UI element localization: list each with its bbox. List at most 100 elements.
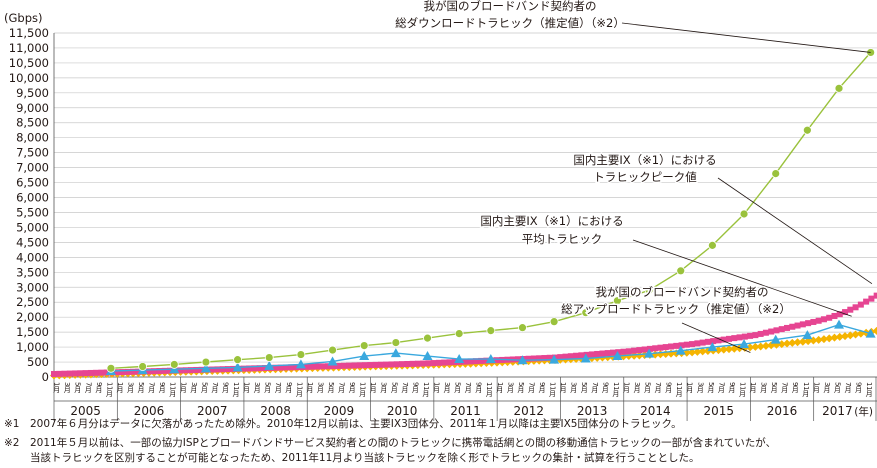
month-tick-label: 9月 [348,382,356,394]
month-tick-label: 7月 [844,382,852,394]
average-point [770,334,781,344]
upload-point [814,335,823,344]
month-tick-label: 7月 [781,382,789,394]
month-tick-label: 9月 [601,382,609,394]
average-point [802,330,813,340]
annotation-4-line-1: 我が国のブロードバンド契約者の [595,285,768,299]
peak-point [657,344,664,351]
year-label: 2012 [514,404,545,418]
peak-point [467,358,474,365]
peak-point [720,336,727,343]
peak-point [156,368,163,375]
peak-point [557,354,564,361]
year-label: 2006 [134,404,165,418]
peak-point [636,347,643,354]
peak-point [246,365,253,372]
month-tick-label: 5月 [74,382,82,394]
month-tick-label: 11月 [359,382,367,398]
download-point [518,323,527,333]
download-point [739,209,749,219]
y-tick-label: 2,500 [16,295,49,309]
peak-point [356,362,363,369]
peak-point [815,317,822,324]
upload-point [819,335,828,344]
peak-point [330,363,337,370]
download-point [391,338,401,348]
year-label: 2011 [450,404,481,418]
upload-point [825,334,834,343]
upload-point [746,343,755,352]
month-tick-label: 7月 [211,382,219,394]
month-tick-label: 11月 [612,382,620,398]
year-label: 2015 [703,404,734,418]
month-tick-label: 11月 [295,382,303,398]
month-tick-label: 9月 [791,382,799,394]
y-tick-label: 7,000 [16,161,49,175]
month-tick-label: 7月 [274,382,282,394]
month-tick-label: 11月 [549,382,557,398]
download-point [834,83,844,93]
footnote-2-cont: 当該トラヒックを区別することが可能となったため、2011年11月より当該トラヒッ… [4,451,700,466]
peak-point [704,338,711,345]
peak-point [741,333,748,340]
month-tick-label: 3月 [253,382,261,394]
peak-point [240,365,247,372]
peak-point [752,332,759,339]
peak-point [573,352,580,359]
peak-point [789,323,796,330]
month-tick-label: 11月 [865,382,873,398]
peak-point [478,357,485,364]
upload-point [835,332,844,341]
peak-point [346,362,353,369]
peak-point [388,361,395,368]
peak-point [261,365,268,372]
peak-point [668,343,675,350]
annotation-leader-4 [681,322,751,353]
footnote-2-text-line1: 2011年５月以前は、一部の協力ISPとブロードバンドサービス契約者との間のトラ… [30,437,777,449]
peak-point [604,350,611,357]
month-tick-label: 1月 [179,382,187,394]
download-point [106,363,116,373]
y-tick-label: 6,500 [16,176,49,190]
month-tick-label: 3月 [696,382,704,394]
month-tick-label: 9月 [475,382,483,394]
y-tick-label: 4,500 [16,235,49,249]
traffic-chart: 05001,0001,5002,0002,5003,0003,5004,0004… [4,0,877,421]
peak-point [103,369,110,376]
peak-point [541,355,548,362]
peak-point [304,363,311,370]
annotation-3-line-2: 平均トラヒック [522,232,603,246]
month-tick-label: 11月 [675,382,683,398]
peak-point [689,341,696,348]
upload-point [788,338,797,347]
month-tick-label: 7月 [654,382,662,394]
peak-point [847,306,854,313]
month-tick-label: 1月 [559,382,567,394]
peak-point [784,324,791,331]
peak-point [425,360,432,367]
peak-point [873,292,877,299]
download-point [264,353,274,362]
year-label: 2016 [767,404,798,418]
download-point [169,360,179,369]
month-tick-label: 7月 [527,382,535,394]
month-tick-label: 3月 [633,382,641,394]
peak-point [810,318,817,325]
upload-point [635,351,644,360]
month-tick-label: 5月 [137,382,145,394]
upload-point [751,342,760,351]
month-tick-label: 1月 [812,382,820,394]
peak-point [219,366,226,373]
peak-point [620,348,627,355]
download-point [771,169,781,178]
peak-point [225,366,232,373]
peak-point [826,314,833,321]
month-tick-label: 5月 [644,382,652,394]
y-tick-label: 7,500 [16,146,49,160]
footnote-1-text: 2007年６月分はデータに欠落があったため除外。2010年12月以前は、主要IX… [30,418,682,430]
month-tick-label: 11月 [422,382,430,398]
peak-point [66,370,73,377]
upload-point [693,347,702,356]
month-tick-label: 5月 [390,382,398,394]
month-tick-label: 5月 [517,382,525,394]
